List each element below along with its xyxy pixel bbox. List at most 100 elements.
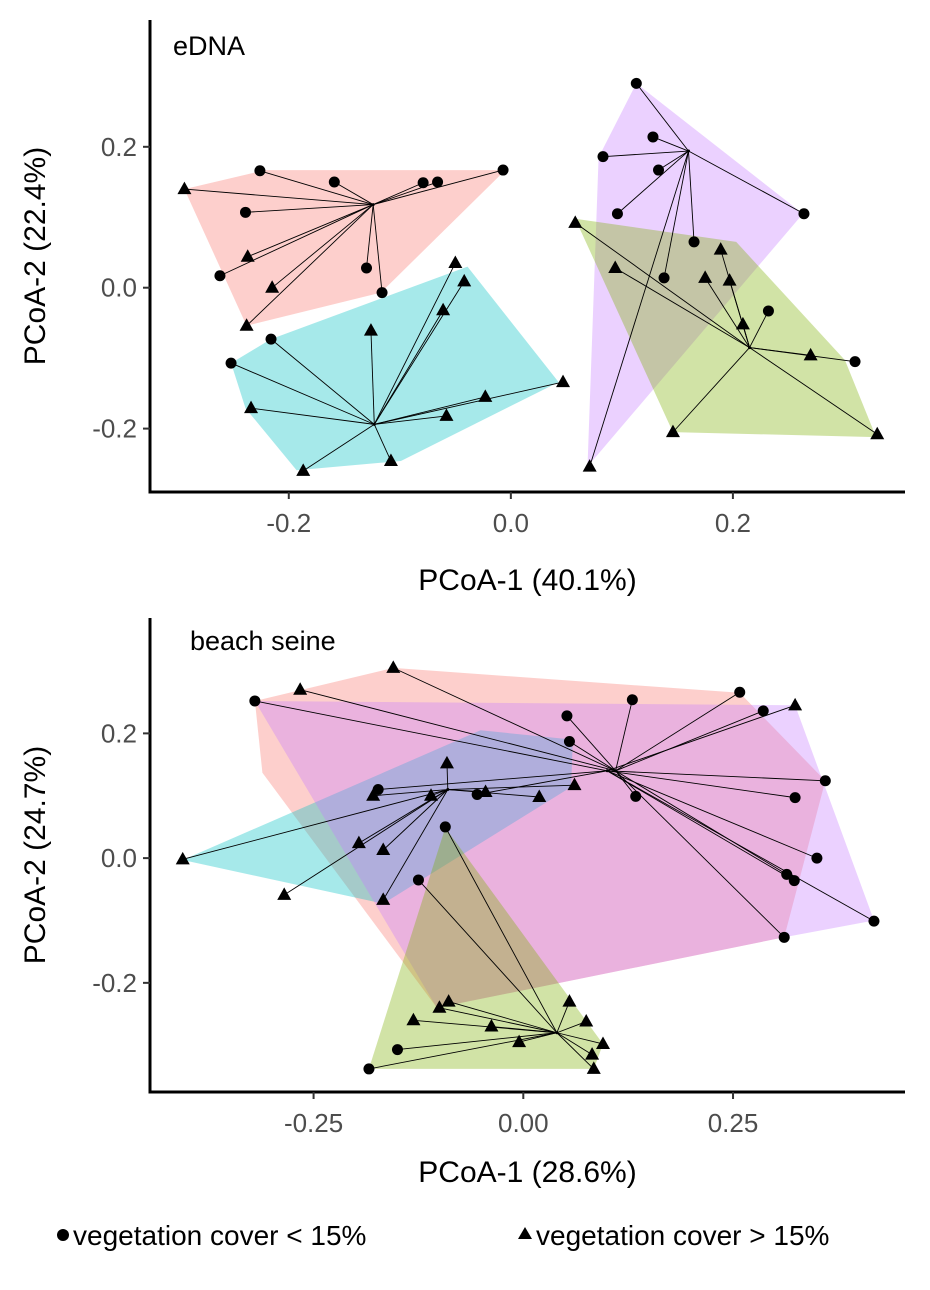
spider-line (300, 689, 616, 772)
spider-line (749, 347, 856, 363)
point-triangle (432, 1000, 447, 1013)
point-circle (376, 287, 388, 299)
point-circle (249, 695, 261, 707)
point-triangle (698, 270, 713, 283)
point-circle (630, 77, 642, 89)
point-circle (372, 784, 384, 796)
spider-line (652, 136, 689, 152)
point-circle (630, 790, 642, 802)
panel-label: eDNA (173, 31, 245, 61)
panel-beach-seine: -0.25 0.00 0.25 -0.2 0.0 0.2 PCoA-1 (28.6%) PCo… (19, 618, 905, 1189)
y-axis-title: PCoA-2 (24.7%) (19, 746, 52, 964)
point-triangle (351, 835, 366, 849)
spider-line (556, 1032, 593, 1055)
point-triangle (484, 1019, 499, 1032)
spider-line (372, 204, 383, 293)
hull-group-3 (368, 827, 603, 1069)
point-triangle (585, 1047, 600, 1060)
spider-line (397, 1032, 557, 1051)
point-circle (363, 1063, 375, 1075)
x-tick-label: -0.2 (266, 508, 311, 538)
point-circle (417, 177, 429, 189)
spider-line (566, 715, 616, 772)
y-tick-label: -0.2 (92, 968, 137, 998)
spider-line (606, 770, 875, 922)
point-circle (432, 176, 444, 188)
point-circle (757, 705, 769, 717)
point-triangle (512, 1034, 527, 1048)
spider-line (393, 667, 616, 772)
point-circle (254, 165, 266, 177)
point-triangle (293, 682, 308, 695)
point-circle (798, 208, 810, 220)
point-triangle (376, 892, 391, 905)
point-triangle (596, 1036, 610, 1049)
point-circle (391, 1044, 403, 1056)
spider-line (607, 770, 796, 799)
point-triangle (722, 273, 737, 286)
hull-group-1 (182, 730, 573, 904)
hull-group-0 (254, 667, 826, 1008)
point-circle (214, 270, 226, 282)
point-circle (762, 305, 774, 317)
y-tick-label: 0.0 (101, 843, 137, 873)
point-triangle (424, 788, 439, 801)
spider-line (247, 204, 374, 258)
spider-line (519, 1032, 557, 1043)
point-circle (781, 868, 793, 880)
y-axis-title: PCoA-2 (22.4%) (19, 147, 52, 365)
point-circle (778, 931, 790, 943)
spider-line (448, 1001, 557, 1034)
spider-line (615, 770, 787, 875)
spider-line (366, 204, 374, 269)
x-tick-label: -0.25 (284, 1108, 343, 1138)
point-triangle (586, 1061, 601, 1074)
spider-line (302, 423, 375, 472)
point-triangle (556, 374, 571, 388)
point-circle (597, 151, 609, 163)
point-triangle (366, 788, 381, 801)
point-circle (265, 333, 277, 345)
point-triangle (277, 887, 292, 900)
point-triangle (439, 755, 454, 769)
spider-line (373, 789, 448, 797)
spider-line (556, 1032, 595, 1070)
point-triangle (383, 453, 398, 467)
point-triangle (562, 994, 577, 1007)
point-triangle (448, 255, 463, 269)
spider-line (378, 770, 608, 790)
point-circle (626, 694, 638, 706)
x-tick-label: 0.25 (708, 1108, 759, 1138)
spider-line (615, 691, 740, 772)
spider-line (615, 710, 764, 772)
point-triangle (713, 242, 728, 255)
panel-edna: -0.2 0.0 0.2 -0.2 0.0 0.2 PCoA-1 (40.1%) PCoA-2… (19, 20, 905, 597)
spider-line (614, 267, 750, 348)
centroid-marker (371, 203, 375, 207)
x-axis-title: PCoA-1 (28.6%) (418, 1156, 636, 1189)
x-tick-label: 0.00 (498, 1108, 549, 1138)
point-triangle (567, 777, 582, 791)
legend-triangle-marker (518, 1227, 532, 1239)
point-circle (361, 262, 373, 274)
spider-line (615, 770, 785, 938)
spider-line (635, 83, 689, 152)
spider-line (259, 170, 374, 206)
spider-line (658, 150, 689, 171)
spider-line (373, 262, 456, 425)
spider-line (444, 826, 558, 1033)
spider-line (182, 789, 448, 860)
spider-line (246, 204, 374, 327)
point-circle (688, 236, 700, 248)
point-circle (734, 686, 746, 698)
point-triangle (665, 424, 680, 438)
spider-line (382, 789, 449, 901)
spider-line (663, 150, 689, 278)
spider-line (607, 770, 826, 782)
point-circle (811, 852, 823, 864)
spider-line (372, 182, 424, 205)
point-circle (439, 821, 451, 833)
spider-line (607, 770, 818, 859)
spider-line (556, 1001, 570, 1033)
spider-line (334, 181, 374, 205)
